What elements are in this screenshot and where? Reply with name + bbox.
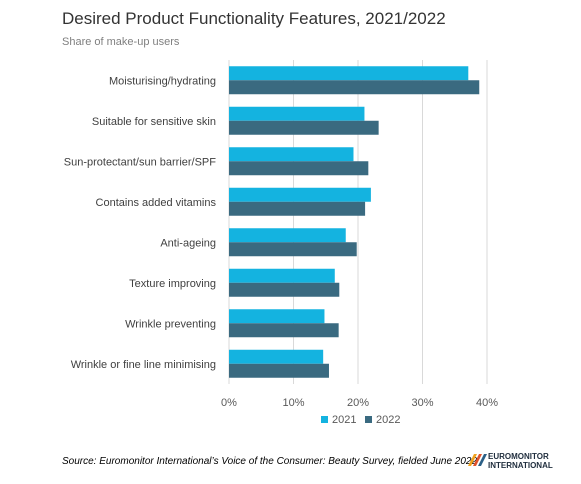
tick-label-0: 0%	[221, 397, 237, 409]
source-note: Source: Euromonitor International’s Voic…	[62, 456, 478, 467]
legend-swatch-2021	[321, 416, 328, 423]
bar-2021-4	[229, 228, 346, 243]
category-label: Moisturising/hydrating	[109, 75, 216, 87]
category-labels: Moisturising/hydrating Suitable for sensi…	[64, 75, 217, 371]
category-label: Anti-ageing	[160, 237, 216, 249]
bar-2021-1	[229, 106, 365, 121]
legend-label-2021: 2021	[332, 414, 356, 426]
category-label: Sun-protectant/sun barrier/SPF	[64, 156, 217, 168]
bar-2022-5	[229, 282, 340, 297]
bar-2021-5	[229, 268, 335, 283]
bar-2022-0	[229, 80, 480, 95]
bar-2022-1	[229, 120, 379, 135]
bar-2022-4	[229, 242, 357, 257]
bar-2022-6	[229, 323, 339, 338]
bars	[229, 66, 480, 378]
category-label: Wrinkle or fine line minimising	[71, 359, 216, 371]
bar-2022-2	[229, 161, 369, 176]
category-label: Contains added vitamins	[96, 197, 217, 209]
bar-2022-3	[229, 201, 366, 216]
tick-labels: 0% 10% 20% 30% 40%	[221, 397, 498, 409]
logo-wordmark: EUROMONITOR INTERNATIONAL	[488, 452, 553, 470]
category-label: Wrinkle preventing	[125, 318, 216, 330]
bar-2021-7	[229, 349, 324, 364]
legend-label-2022: 2022	[376, 414, 400, 426]
logo-mark-icon	[468, 454, 487, 466]
bar-2021-2	[229, 147, 354, 162]
chart-subtitle: Share of make-up users	[62, 36, 180, 48]
chart-title: Desired Product Functionality Features, …	[62, 9, 446, 28]
tick-label-40: 40%	[476, 397, 498, 409]
bar-2021-0	[229, 66, 469, 81]
bar-chart: Moisturising/hydrating Suitable for sensi…	[64, 60, 498, 426]
bar-2022-7	[229, 363, 329, 378]
tick-label-10: 10%	[282, 397, 304, 409]
category-label: Texture improving	[129, 278, 216, 290]
tick-label-20: 20%	[347, 397, 369, 409]
tick-label-30: 30%	[411, 397, 433, 409]
category-label: Suitable for sensitive skin	[92, 116, 216, 128]
euromonitor-logo: EUROMONITOR INTERNATIONAL	[466, 450, 578, 474]
bar-2021-3	[229, 187, 371, 202]
bar-2021-6	[229, 309, 325, 324]
legend: 2021 2022	[321, 414, 400, 426]
legend-swatch-2022	[365, 416, 372, 423]
